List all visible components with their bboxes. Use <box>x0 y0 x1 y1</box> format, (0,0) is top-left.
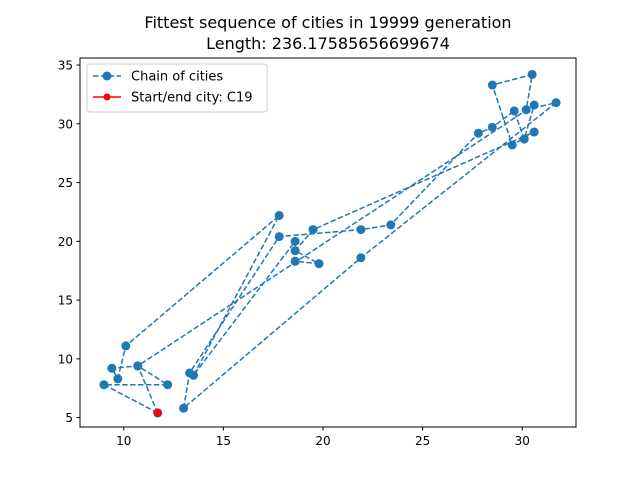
city-point <box>551 98 561 108</box>
city-point <box>113 374 123 384</box>
ticks-layer: 10 15 20 25 30 5 10 15 20 25 30 35 <box>58 59 530 448</box>
chart-title: Fittest sequence of cities in 19999 gene… <box>144 13 511 32</box>
city-point <box>487 122 497 132</box>
legend-box <box>86 63 268 113</box>
city-point <box>386 220 396 230</box>
city-point <box>290 246 300 256</box>
y-tick-label: 25 <box>58 176 73 190</box>
city-point <box>527 69 537 79</box>
city-point <box>163 380 173 390</box>
chart-subtitle: Length: 236.17585656699674 <box>206 34 450 53</box>
y-tick-label: 5 <box>65 411 73 425</box>
city-point <box>356 253 366 263</box>
x-tick-label: 25 <box>415 434 430 448</box>
series-layer <box>99 69 561 418</box>
city-point <box>121 341 131 351</box>
plot-frame <box>80 58 576 427</box>
x-tick-label: 20 <box>315 434 330 448</box>
city-point <box>290 236 300 246</box>
city-point <box>509 106 519 116</box>
city-point <box>529 127 539 137</box>
legend-marker-chain-of-cities <box>102 71 112 81</box>
city-point <box>99 380 109 390</box>
y-tick-label: 10 <box>58 352 73 366</box>
legend-label-chain-of-cities: Chain of cities <box>131 70 223 85</box>
city-point <box>290 256 300 266</box>
start-end-city-point <box>153 408 162 417</box>
city-point <box>274 232 284 242</box>
y-tick-label: 35 <box>58 59 73 73</box>
city-point <box>519 134 529 144</box>
city-point <box>473 128 483 138</box>
legend-marker-start-end-city <box>103 93 111 101</box>
city-point <box>521 105 531 115</box>
city-point <box>185 368 195 378</box>
y-tick-label: 30 <box>58 117 73 131</box>
legend: Chain of cities Start/end city: C19 <box>86 63 268 113</box>
city-point <box>107 363 117 373</box>
city-point <box>356 225 366 235</box>
city-point <box>179 403 189 413</box>
x-tick-label: 15 <box>216 434 231 448</box>
city-point <box>507 140 517 150</box>
x-tick-label: 10 <box>116 434 131 448</box>
city-point <box>308 225 318 235</box>
x-tick-label: 30 <box>515 434 530 448</box>
y-tick-label: 15 <box>58 294 73 308</box>
city-point <box>274 210 284 220</box>
city-point <box>529 100 539 110</box>
plot-area <box>80 58 576 427</box>
city-point <box>487 80 497 90</box>
city-point <box>133 361 143 371</box>
city-point <box>314 259 324 269</box>
plot-border <box>79 57 577 428</box>
legend-label-start-end-city: Start/end city: C19 <box>131 91 253 106</box>
y-tick-label: 20 <box>58 235 73 249</box>
